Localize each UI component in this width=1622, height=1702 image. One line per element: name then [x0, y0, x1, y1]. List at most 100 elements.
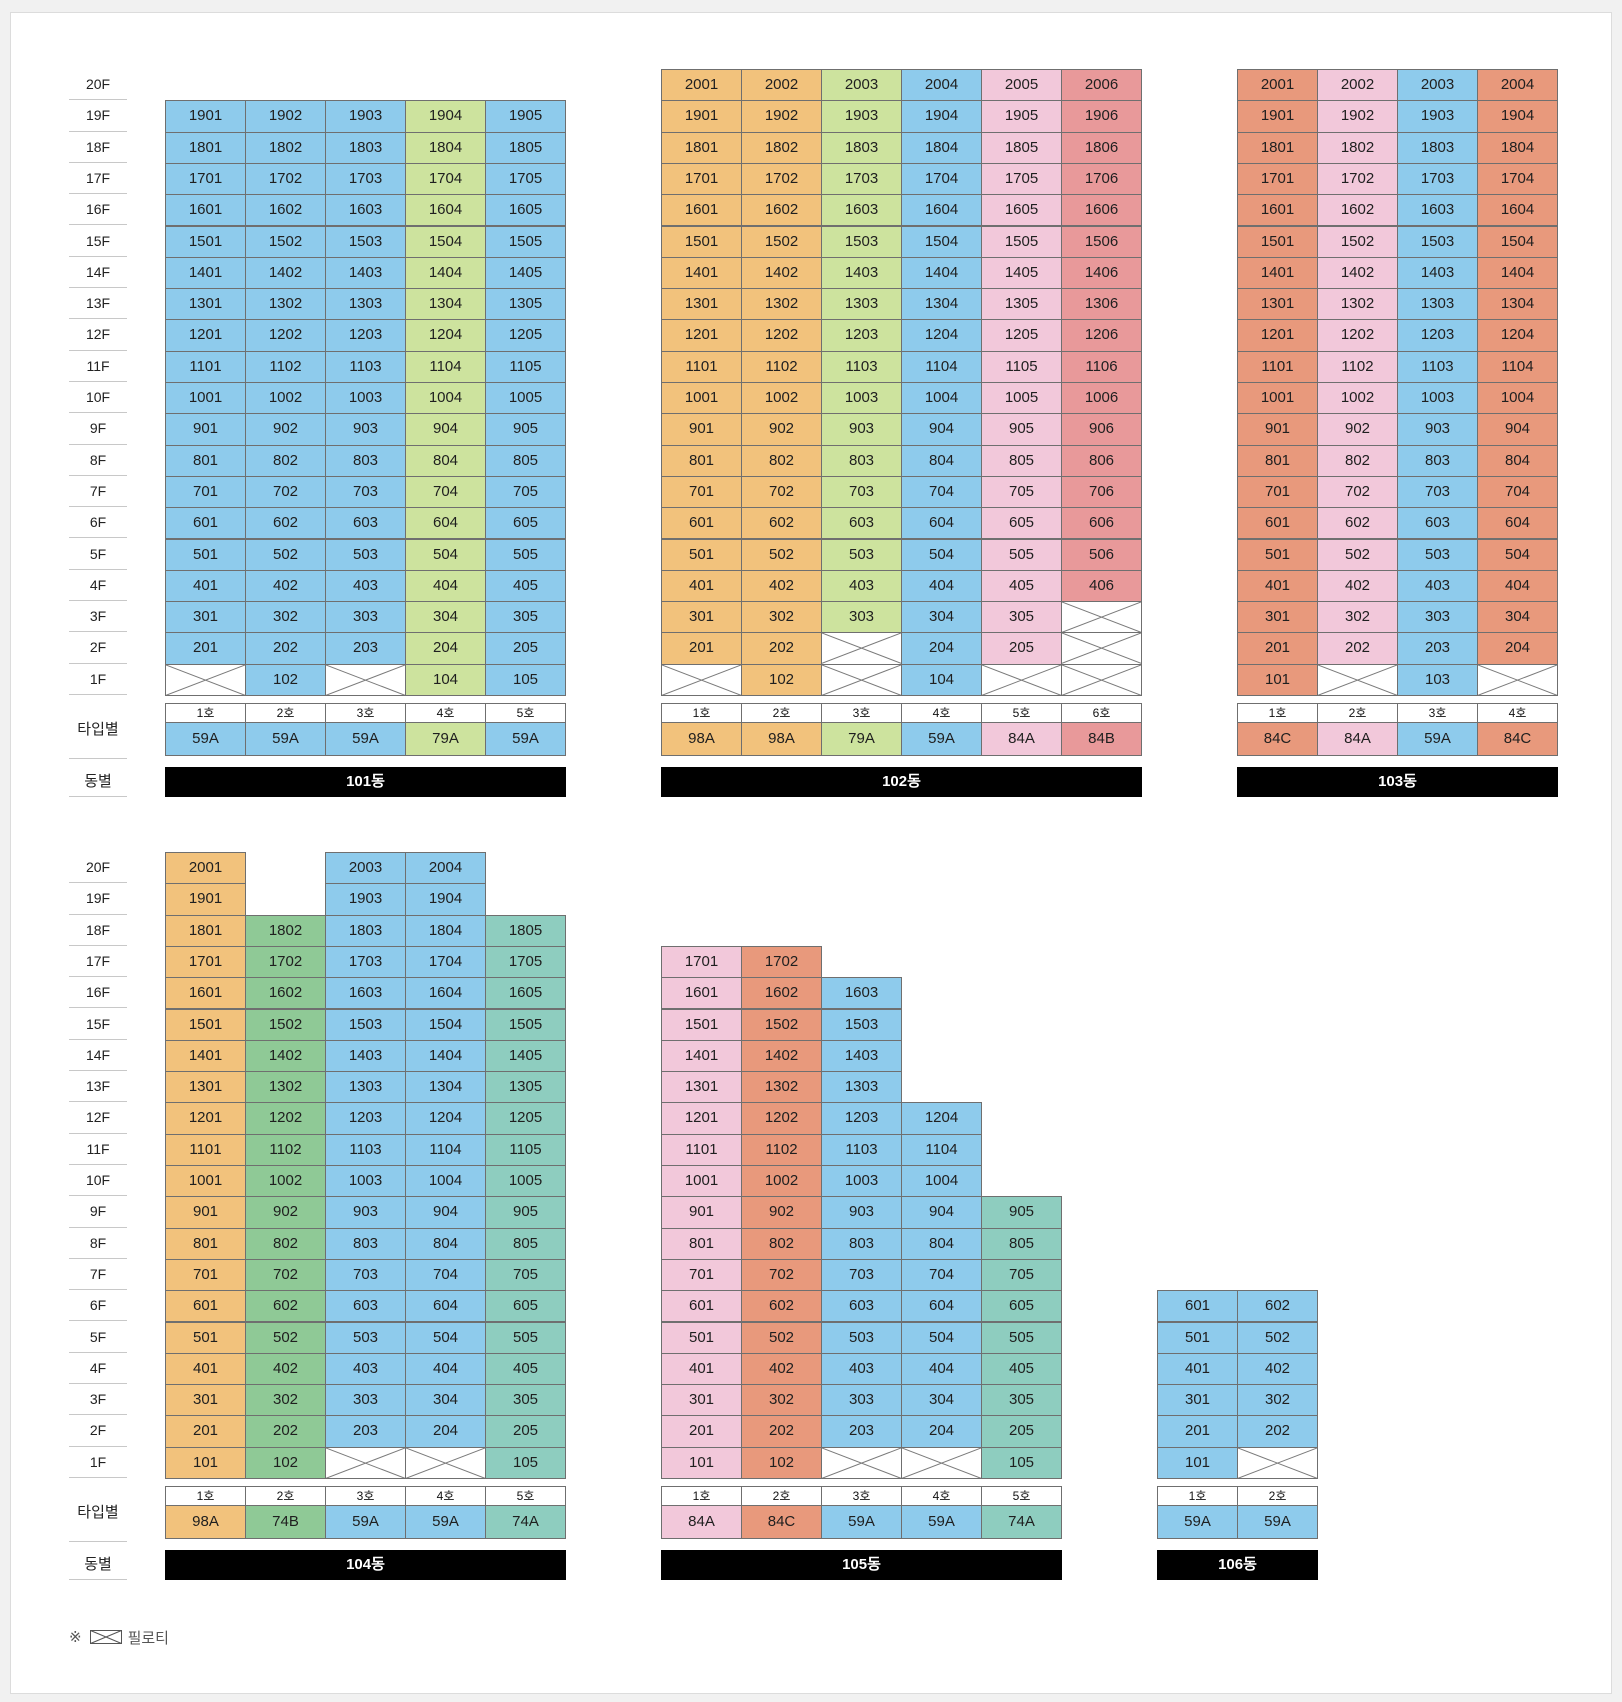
- unit-cell: 1503: [821, 1008, 902, 1041]
- unit-cell: 1101: [1237, 350, 1318, 383]
- floor-label: 16F: [69, 977, 127, 1009]
- unit-cell: 405: [485, 569, 566, 603]
- unit-cell: 705: [981, 1258, 1062, 1292]
- piloti-cross-icon: [822, 633, 901, 664]
- floor-label: 17F: [69, 163, 127, 195]
- unit-cell: 602: [245, 1290, 326, 1323]
- unit-cell: 1004: [1477, 382, 1558, 415]
- unit-cell: 2001: [661, 69, 742, 102]
- unit-cell: 1604: [405, 977, 486, 1010]
- ho-header: 4호: [901, 703, 982, 723]
- unit-cell: 902: [245, 413, 326, 446]
- type-cell: 98A: [661, 722, 742, 756]
- piloti-cell: [1061, 663, 1142, 696]
- floor-label: 12F: [69, 1102, 127, 1134]
- floor-label: 8F: [69, 445, 127, 476]
- piloti-cell: [1317, 663, 1398, 696]
- unit-cell: 803: [325, 1227, 406, 1260]
- unit-cell: 303: [1397, 601, 1478, 634]
- unit-cell: 1603: [821, 977, 902, 1010]
- unit-cell: 301: [661, 1384, 742, 1417]
- building-name-bar: 105동: [661, 1550, 1062, 1580]
- piloti-cell: [1237, 1446, 1318, 1479]
- unit-cell: 401: [1157, 1352, 1238, 1386]
- unit-cell: 1401: [661, 1039, 742, 1073]
- unit-cell: 1504: [901, 225, 982, 258]
- unit-cell: 701: [661, 1258, 742, 1292]
- unit-cell: 702: [245, 475, 326, 509]
- unit-cell: 1502: [741, 1008, 822, 1041]
- unit-cell: 1904: [1477, 100, 1558, 133]
- unit-cell: 201: [1237, 632, 1318, 665]
- unit-cell: 204: [405, 632, 486, 665]
- unit-cell: 601: [661, 507, 742, 540]
- type-cell: 59A: [405, 1505, 486, 1539]
- unit-cell: 205: [981, 1415, 1062, 1448]
- unit-cell: 903: [821, 413, 902, 446]
- ho-header: 1호: [165, 703, 246, 723]
- unit-cell: 1805: [485, 131, 566, 164]
- unit-cell: 1901: [165, 883, 246, 916]
- unit-cell: 1003: [1397, 382, 1478, 415]
- unit-cell: 1605: [981, 194, 1062, 227]
- unit-cell: 1101: [165, 1133, 246, 1166]
- unit-cell: 205: [485, 1415, 566, 1448]
- unit-cell: 803: [821, 1227, 902, 1260]
- floor-label: 20F: [69, 852, 127, 884]
- unit-cell: 102: [245, 1446, 326, 1479]
- unit-cell: 1206: [1061, 319, 1142, 352]
- unit-cell: 506: [1061, 538, 1142, 571]
- floor-label: 1F: [69, 664, 127, 695]
- type-cell: 74A: [981, 1505, 1062, 1539]
- unit-cell: 1804: [405, 914, 486, 947]
- unit-cell: 703: [1397, 475, 1478, 509]
- unit-cell: 1801: [661, 131, 742, 164]
- unit-cell: 504: [405, 538, 486, 571]
- unit-cell: 1402: [741, 1039, 822, 1073]
- unit-cell: 305: [485, 601, 566, 634]
- unit-cell: 2004: [405, 852, 486, 885]
- unit-cell: 805: [485, 1227, 566, 1260]
- unit-cell: 402: [1237, 1352, 1318, 1386]
- floor-label: 14F: [69, 257, 127, 289]
- unit-cell: 1303: [821, 1071, 902, 1104]
- unit-cell: 1801: [165, 131, 246, 164]
- unit-cell: 805: [981, 1227, 1062, 1260]
- unit-cell: 304: [405, 1384, 486, 1417]
- piloti-cross-icon: [902, 1447, 981, 1478]
- unit-cell: 101: [661, 1446, 742, 1479]
- unit-cell: 1003: [325, 382, 406, 415]
- unit-cell: 1803: [325, 914, 406, 947]
- type-cell: 84A: [981, 722, 1062, 756]
- unit-cell: 1103: [325, 1133, 406, 1166]
- unit-cell: 505: [981, 538, 1062, 571]
- unit-cell: 1305: [981, 288, 1062, 321]
- piloti-cross-icon: [166, 664, 245, 695]
- ho-header: 5호: [485, 703, 566, 723]
- unit-cell: 405: [981, 1352, 1062, 1386]
- unit-cell: 304: [901, 1384, 982, 1417]
- ho-header: 3호: [325, 703, 406, 723]
- type-cell: 79A: [405, 722, 486, 756]
- unit-cell: 1701: [1237, 162, 1318, 196]
- unit-cell: 1904: [901, 100, 982, 133]
- unit-cell: 1201: [165, 1102, 246, 1135]
- unit-cell: 1601: [165, 977, 246, 1010]
- ho-header: 1호: [661, 1486, 742, 1506]
- unit-cell: 1803: [1397, 131, 1478, 164]
- unit-cell: 1102: [245, 1133, 326, 1166]
- unit-cell: 1802: [245, 914, 326, 947]
- unit-cell: 706: [1061, 475, 1142, 509]
- unit-cell: 1601: [661, 977, 742, 1010]
- type-cell: 84A: [1317, 722, 1398, 756]
- unit-cell: 1105: [485, 1133, 566, 1166]
- unit-cell: 2003: [1397, 69, 1478, 102]
- unit-cell: 1302: [245, 1071, 326, 1104]
- unit-cell: 603: [325, 1290, 406, 1323]
- unit-cell: 1103: [1397, 350, 1478, 383]
- unit-cell: 302: [245, 601, 326, 634]
- unit-cell: 102: [245, 663, 326, 696]
- type-cell: 98A: [165, 1505, 246, 1539]
- unit-cell: 301: [1237, 601, 1318, 634]
- unit-cell: 403: [1397, 569, 1478, 603]
